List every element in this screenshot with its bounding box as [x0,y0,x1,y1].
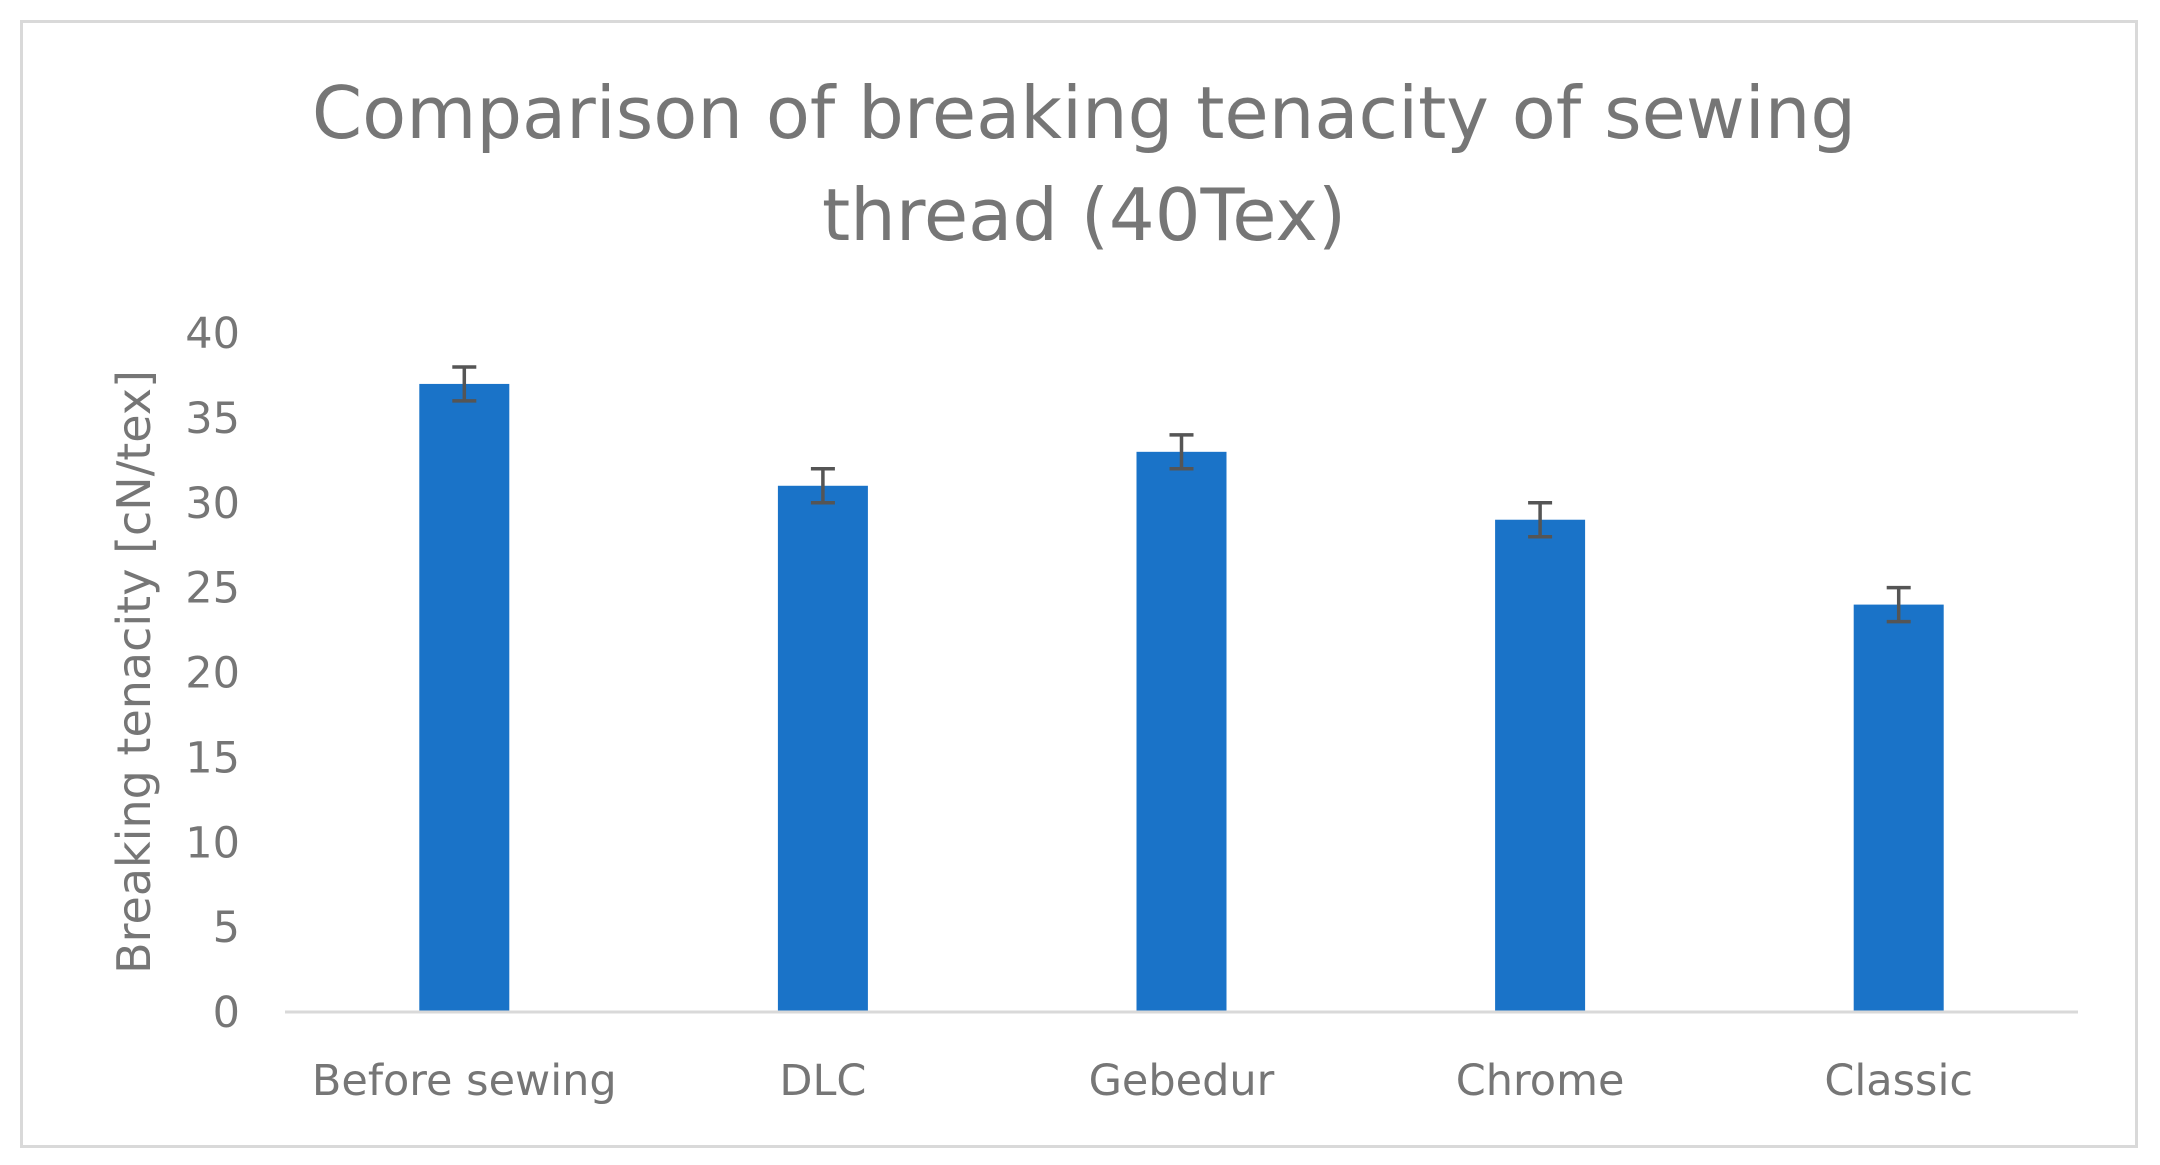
error-bar [1169,433,1194,471]
chart-title-line-1: Comparison of breaking tenacity of sewin… [312,71,1856,155]
error-bar [1528,501,1553,539]
y-tick-label: 15 [185,733,240,783]
y-tick-label: 40 [185,309,240,359]
x-tick-label: Classic [1824,1056,1973,1106]
x-tick-label: DLC [779,1056,866,1106]
y-tick-label: 30 [185,479,240,529]
y-tick-label: 35 [185,394,240,444]
x-tick-labels: Before sewing DLC Gebedur Chrome Classic [312,1056,1973,1106]
y-tick-labels: 0 5 10 15 20 25 30 35 40 [185,309,240,1038]
x-tick-label: Gebedur [1089,1056,1275,1106]
bar [1853,604,1944,1012]
y-tick-label: 5 [213,903,240,953]
y-tick-label: 0 [213,988,240,1038]
bar [1136,451,1227,1012]
error-bars [452,365,1911,624]
error-bar [452,365,477,403]
y-tick-label: 10 [185,818,240,868]
bar [777,485,868,1012]
error-bar [810,467,835,505]
y-axis-label: Breaking tenacity [cN/tex] [107,370,161,974]
bar [1495,519,1586,1012]
bar [419,383,510,1012]
error-bar [1886,585,1911,624]
chart-frame [20,20,2138,1148]
bars [419,383,1944,1012]
x-tick-label: Chrome [1456,1056,1625,1106]
y-tick-label: 20 [185,649,240,699]
chart-title-line-2: thread (40Tex) [822,173,1346,257]
x-tick-label: Before sewing [312,1056,617,1106]
y-tick-label: 25 [185,564,240,614]
